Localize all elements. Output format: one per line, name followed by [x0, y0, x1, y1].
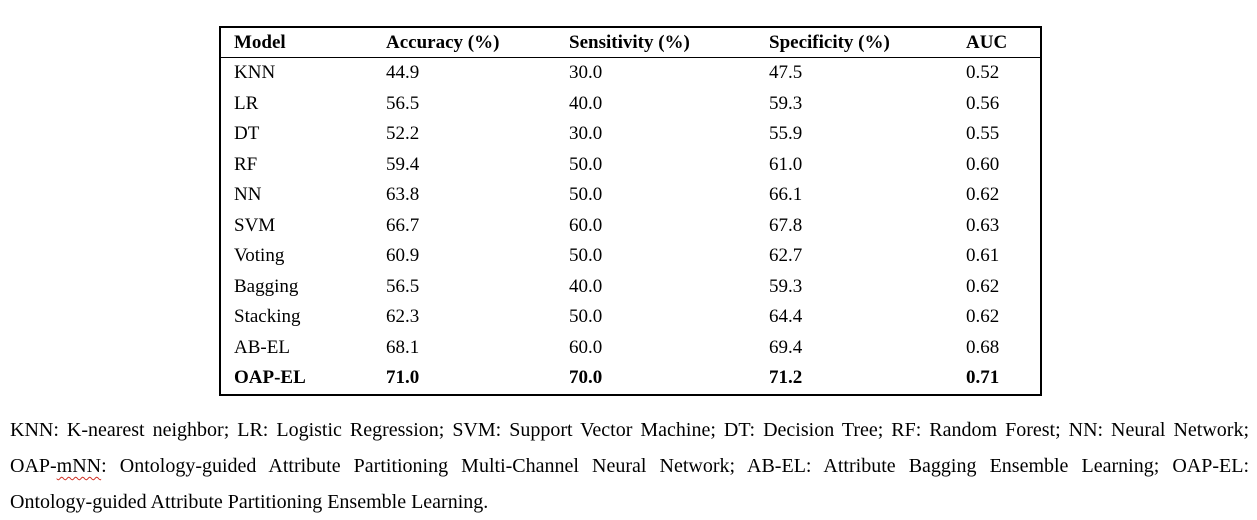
value-cell: 66.1 — [769, 184, 803, 206]
model-cell: KNN — [234, 62, 276, 84]
model-cell: Voting — [234, 245, 285, 267]
value-cell: 59.3 — [769, 92, 803, 114]
value-cell: 52.2 — [386, 123, 420, 145]
value-cell: 59.3 — [769, 275, 803, 297]
col-header-specificity: Specificity (%) — [756, 27, 953, 58]
value-cell: 0.62 — [966, 184, 1000, 206]
value-cell: 60.0 — [569, 336, 603, 358]
value-cell: 0.55 — [966, 123, 1000, 145]
footnote: KNN: K-nearest neighbor; LR: Logistic Re… — [10, 412, 1249, 520]
value-cell: 40.0 — [569, 92, 603, 114]
col-header-accuracy: Accuracy (%) — [373, 27, 556, 58]
model-cell: Bagging — [234, 275, 299, 297]
value-cell: 71.2 — [769, 367, 803, 389]
value-cell: 55.9 — [769, 123, 803, 145]
model-cell: Stacking — [234, 306, 301, 328]
model-cell: DT — [234, 123, 260, 145]
value-cell: 47.5 — [769, 62, 803, 84]
model-cell: LR — [234, 92, 259, 114]
model-cell: AB-EL — [234, 336, 290, 358]
value-cell: 60.0 — [569, 214, 603, 236]
value-cell: 56.5 — [386, 275, 420, 297]
value-cell: 69.4 — [769, 336, 803, 358]
value-cell: 56.5 — [386, 92, 420, 114]
footnote-line-3: Ontology-guided Attribute Partitioning E… — [10, 491, 489, 513]
value-cell: 60.9 — [386, 245, 420, 267]
value-cell: 0.63 — [966, 214, 1000, 236]
footnote-line-2: OAP-mNN: Ontology-guided Attribute Parti… — [10, 448, 1249, 484]
value-cell: 0.62 — [966, 275, 1000, 297]
value-cell: 40.0 — [569, 275, 603, 297]
table-row: KNN 44.9 30.0 47.5 0.52 — [220, 58, 1041, 89]
value-cell: 50.0 — [569, 184, 603, 206]
value-cell: 68.1 — [386, 336, 420, 358]
value-cell: 0.52 — [966, 62, 1000, 84]
col-header-auc: AUC — [953, 27, 1041, 58]
value-cell: 64.4 — [769, 306, 803, 328]
table-row: LR 56.5 40.0 59.3 0.56 — [220, 89, 1041, 120]
value-cell: 67.8 — [769, 214, 803, 236]
col-header-sensitivity: Sensitivity (%) — [556, 27, 756, 58]
table-body: KNN 44.9 30.0 47.5 0.52 LR 56.5 40.0 59.3 0.56 DT 5… — [220, 58, 1041, 395]
footnote-line-1: KNN: K-nearest neighbor; LR: Logistic Re… — [10, 419, 1249, 441]
model-cell: NN — [234, 184, 262, 206]
value-cell: 50.0 — [569, 306, 603, 328]
value-cell: 62.7 — [769, 245, 803, 267]
model-cell: OAP-EL — [234, 367, 306, 389]
value-cell: 59.4 — [386, 153, 420, 175]
value-cell: 61.0 — [769, 153, 803, 175]
value-cell: 0.60 — [966, 153, 1000, 175]
table-row: AB-EL 68.1 60.0 69.4 0.68 — [220, 333, 1041, 364]
value-cell: 0.61 — [966, 245, 1000, 267]
value-cell: 0.56 — [966, 92, 1000, 114]
model-cell: RF — [234, 153, 258, 175]
value-cell: 30.0 — [569, 123, 603, 145]
value-cell: 0.62 — [966, 306, 1000, 328]
value-cell: 70.0 — [569, 367, 603, 389]
misspelled-word: mNN — [56, 455, 102, 477]
footnote-line-2-rest: : Ontology-guided Attribute Partitioning… — [101, 455, 1249, 477]
value-cell: 50.0 — [569, 153, 603, 175]
model-cell: SVM — [234, 214, 276, 236]
table-row: Voting 60.9 50.0 62.7 0.61 — [220, 241, 1041, 272]
col-header-model: Model — [220, 27, 373, 58]
value-cell: 63.8 — [386, 184, 420, 206]
table-row: DT 52.2 30.0 55.9 0.55 — [220, 119, 1041, 150]
value-cell: 66.7 — [386, 214, 420, 236]
table-row: Bagging 56.5 40.0 59.3 0.62 — [220, 272, 1041, 303]
table-row: NN 63.8 50.0 66.1 0.62 — [220, 180, 1041, 211]
results-table-wrap: Model Accuracy (%) Sensitivity (%) Speci… — [219, 26, 1042, 396]
value-cell: 0.71 — [966, 367, 1000, 389]
value-cell: 0.68 — [966, 336, 1000, 358]
value-cell: 44.9 — [386, 62, 420, 84]
table-row: SVM 66.7 60.0 67.8 0.63 — [220, 211, 1041, 242]
table-row: OAP-EL 71.0 70.0 71.2 0.71 — [220, 363, 1041, 395]
value-cell: 62.3 — [386, 306, 420, 328]
table-row: RF 59.4 50.0 61.0 0.60 — [220, 150, 1041, 181]
value-cell: 50.0 — [569, 245, 603, 267]
value-cell: 30.0 — [569, 62, 603, 84]
value-cell: 71.0 — [386, 367, 420, 389]
table-header-row: Model Accuracy (%) Sensitivity (%) Speci… — [220, 27, 1041, 58]
table-row: Stacking 62.3 50.0 64.4 0.62 — [220, 302, 1041, 333]
footnote-line-2-prefix: OAP- — [10, 455, 57, 477]
results-table: Model Accuracy (%) Sensitivity (%) Speci… — [219, 26, 1042, 396]
